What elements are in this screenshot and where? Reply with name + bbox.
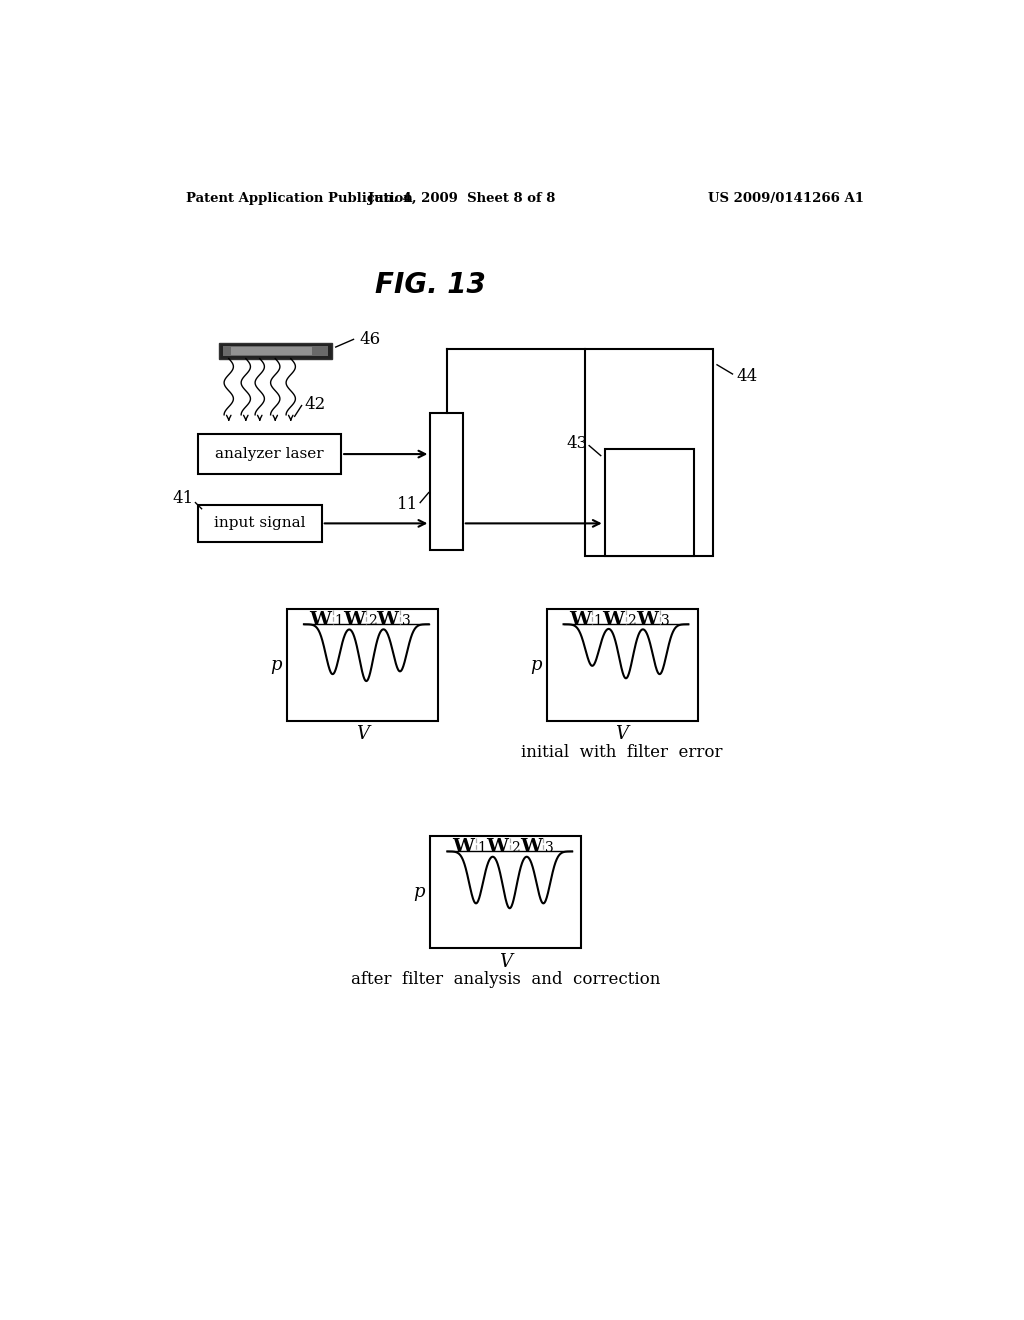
Text: 3: 3 [545, 841, 554, 855]
Text: p: p [414, 883, 425, 900]
Text: W: W [343, 611, 365, 628]
Text: 46: 46 [359, 331, 380, 348]
Text: p: p [270, 656, 282, 673]
Bar [231, 347, 312, 355]
Text: analyzer laser: analyzer laser [215, 447, 324, 461]
Text: W: W [486, 838, 508, 855]
Text: FIG. 13: FIG. 13 [375, 272, 485, 300]
Text: 1: 1 [334, 614, 343, 628]
Text: p: p [529, 656, 542, 673]
Text: 43: 43 [566, 434, 588, 451]
Text: 3: 3 [401, 614, 411, 628]
Text: W: W [309, 611, 331, 628]
Text: 2: 2 [511, 841, 520, 855]
Text: after  filter  analysis  and  correction: after filter analysis and correction [351, 972, 660, 989]
Text: initial  with  filter  error: initial with filter error [521, 744, 723, 762]
Text: US 2009/0141266 A1: US 2009/0141266 A1 [709, 191, 864, 205]
Text: V: V [615, 726, 629, 743]
Text: 2: 2 [368, 614, 377, 628]
Text: W: W [377, 611, 398, 628]
Text: Patent Application Publication: Patent Application Publication [186, 191, 413, 205]
Text: 11: 11 [397, 495, 419, 512]
Text: input signal: input signal [214, 516, 305, 531]
Bar [430, 836, 582, 948]
Text: 44: 44 [736, 368, 758, 385]
Text: 41: 41 [173, 490, 194, 507]
Bar [223, 346, 328, 356]
Bar [219, 343, 332, 359]
Text: V: V [500, 953, 512, 970]
Text: 3: 3 [662, 614, 670, 628]
Text: W: W [453, 838, 474, 855]
Text: 1: 1 [594, 614, 603, 628]
Text: W: W [520, 838, 542, 855]
Bar [198, 434, 341, 474]
Bar [604, 449, 693, 556]
Text: W: W [636, 611, 658, 628]
Bar [586, 350, 713, 556]
Text: 2: 2 [628, 614, 636, 628]
Text: Jun. 4, 2009  Sheet 8 of 8: Jun. 4, 2009 Sheet 8 of 8 [368, 191, 555, 205]
Bar [547, 609, 697, 721]
Text: W: W [568, 611, 591, 628]
Text: W: W [602, 611, 625, 628]
Text: 1: 1 [477, 841, 486, 855]
Bar [198, 506, 322, 543]
Bar [287, 609, 438, 721]
Text: V: V [356, 726, 369, 743]
Text: 42: 42 [305, 396, 326, 413]
Bar [430, 413, 463, 549]
